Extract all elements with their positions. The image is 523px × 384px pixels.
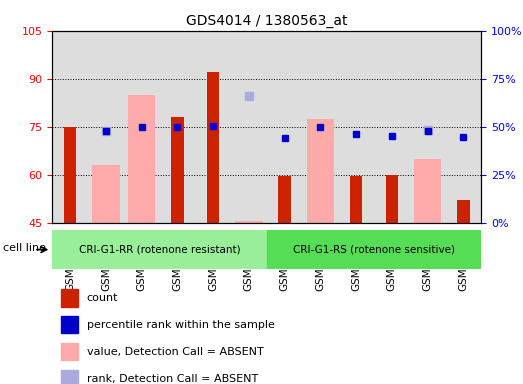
Bar	[385, 175, 398, 223]
Bar	[52, 230, 267, 269]
Bar	[92, 165, 120, 223]
Bar	[207, 72, 219, 223]
Bar	[61, 316, 78, 333]
Bar	[446, 31, 481, 223]
Bar	[231, 31, 267, 223]
Bar	[61, 370, 78, 384]
Bar	[410, 31, 446, 223]
Bar	[267, 230, 481, 269]
Bar	[61, 290, 78, 306]
Bar	[235, 221, 263, 223]
Bar	[128, 95, 155, 223]
Text: cell line: cell line	[3, 243, 46, 253]
Bar	[61, 343, 78, 360]
Bar	[374, 31, 410, 223]
Text: CRI-G1-RS (rotenone sensitive): CRI-G1-RS (rotenone sensitive)	[293, 245, 455, 255]
Bar	[350, 176, 362, 223]
Text: percentile rank within the sample: percentile rank within the sample	[87, 320, 275, 330]
Bar	[124, 31, 160, 223]
Bar	[338, 31, 374, 223]
Text: CRI-G1-RR (rotenone resistant): CRI-G1-RR (rotenone resistant)	[78, 245, 241, 255]
Text: value, Detection Call = ABSENT: value, Detection Call = ABSENT	[87, 347, 264, 357]
Bar	[267, 31, 302, 223]
Bar	[306, 119, 334, 223]
Bar	[52, 31, 88, 223]
Bar	[88, 31, 124, 223]
Bar	[457, 200, 470, 223]
Bar	[302, 31, 338, 223]
Bar	[278, 176, 291, 223]
Bar	[160, 31, 195, 223]
Text: count: count	[87, 293, 118, 303]
Text: rank, Detection Call = ABSENT: rank, Detection Call = ABSENT	[87, 374, 258, 384]
Bar	[414, 159, 441, 223]
Bar	[171, 117, 184, 223]
Bar	[64, 127, 76, 223]
Title: GDS4014 / 1380563_at: GDS4014 / 1380563_at	[186, 14, 347, 28]
Bar	[195, 31, 231, 223]
